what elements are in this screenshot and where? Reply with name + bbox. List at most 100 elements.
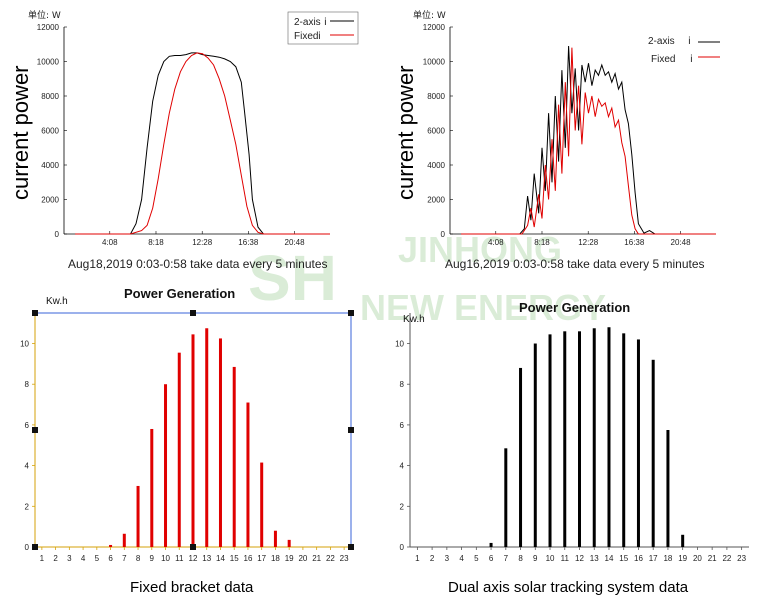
y-tick-label: 12000 (37, 23, 60, 32)
bar-8 (519, 367, 523, 547)
x-tick-label: 16 (244, 554, 253, 563)
x-tick-label: 19 (285, 554, 294, 563)
y-tick-label: 8000 (427, 92, 445, 101)
legend-box (287, 11, 359, 45)
x-tick-label: 20:48 (671, 238, 692, 247)
x-tick-label: 12 (575, 554, 584, 563)
x-tick-label: 22 (326, 554, 335, 563)
x-tick-label: 1 (415, 554, 420, 563)
x-tick-label: 5 (474, 554, 479, 563)
legend: 2-axis ⅰ Fixed ⅰ (648, 36, 720, 65)
x-tick-label: 12:28 (192, 238, 213, 247)
series-line-fixed (75, 52, 330, 235)
legend-marker-2axis: ⅰ (688, 36, 691, 47)
resize-handle (348, 310, 354, 316)
resize-handle (348, 544, 354, 550)
y-tick-label: 2 (400, 502, 405, 511)
bar-19 (681, 534, 685, 547)
x-tick-label: 19 (678, 554, 687, 563)
bar-8 (136, 485, 140, 547)
bar-19 (287, 539, 291, 547)
x-tick-label: 4:08 (102, 238, 118, 247)
x-tick-label: 10 (161, 554, 170, 563)
bar-12 (578, 331, 581, 547)
x-tick-label: 16:38 (624, 238, 645, 247)
x-tick-label: 16 (634, 554, 643, 563)
x-tick-label: 20 (693, 554, 702, 563)
x-tick-label: 4 (459, 554, 464, 563)
x-tick-label: 20 (298, 554, 307, 563)
x-tick-label: 18 (663, 554, 672, 563)
bar-15 (232, 366, 236, 547)
y-axis-label: current power (8, 65, 33, 200)
x-tick-label: 10 (546, 554, 555, 563)
watermark-line1: JINHONG (398, 229, 562, 270)
bar-13 (592, 328, 596, 547)
x-tick-label: 3 (67, 554, 72, 563)
unit-label: 单位: W (413, 9, 446, 21)
x-tick-label: 3 (445, 554, 450, 563)
x-tick-label: 6 (108, 554, 113, 563)
series-line-2axis (75, 52, 330, 235)
x-tick-label: 23 (340, 554, 349, 563)
x-tick-label: 4:08 (488, 238, 504, 247)
y-axis-unit: Kw.h (46, 296, 68, 307)
chart-top-left: 单位: W current power Aug18,2019 0:03-0:58… (8, 9, 359, 271)
x-tick-label: 8:18 (148, 238, 164, 247)
resize-handle (190, 310, 196, 316)
x-tick-label: 2 (53, 554, 58, 563)
bar-18 (273, 530, 277, 547)
bar-10 (548, 334, 552, 547)
y-tick-label: 4000 (41, 161, 59, 170)
x-tick-label: 18 (271, 554, 280, 563)
chart-caption: Fixed bracket data (130, 579, 254, 596)
chart-title: Power Generation (124, 286, 235, 301)
x-tick-label: 8 (136, 554, 141, 563)
legend-label-2axis: 2-axis (294, 17, 321, 28)
bar-16 (636, 339, 640, 547)
x-tick-label: 9 (533, 554, 538, 563)
chart-caption: Aug18,2019 0:03-0:58 take data every 5 m… (68, 257, 328, 271)
x-tick-label: 12:28 (578, 238, 599, 247)
series-line-2axis (461, 45, 716, 235)
x-tick-label: 8:18 (534, 238, 550, 247)
bar-15 (622, 333, 626, 547)
x-tick-label: 11 (561, 554, 570, 563)
x-tick-label: 11 (175, 554, 184, 563)
x-tick-label: 16:38 (238, 238, 259, 247)
y-tick-label: 2 (25, 502, 30, 511)
legend-label-fixed: Fixed (651, 54, 675, 65)
bar-6 (489, 542, 493, 547)
chart-top-right: 单位: W current power Aug16,2019 0:03-0:58… (393, 9, 720, 271)
x-tick-label: 4 (81, 554, 86, 563)
x-tick-label: 15 (619, 554, 628, 563)
y-tick-label: 2000 (41, 196, 59, 205)
bar-9 (150, 428, 154, 547)
resize-handle (190, 544, 196, 550)
y-tick-label: 10 (20, 340, 29, 349)
x-tick-label: 9 (150, 554, 155, 563)
legend-marker-fixed: ⅰ (690, 54, 693, 65)
y-tick-label: 6000 (427, 127, 445, 136)
legend-label-2axis: 2-axis (648, 36, 675, 47)
watermark-line2: NEW ENERGY (360, 287, 606, 328)
x-tick-label: 21 (312, 554, 321, 563)
watermark: SH JINHONG NEW ENERGY (248, 229, 606, 328)
x-tick-label: 12 (189, 554, 198, 563)
bar-13 (205, 328, 209, 547)
resize-handle (32, 544, 38, 550)
bar-7 (504, 448, 508, 547)
x-tick-label: 14 (605, 554, 614, 563)
bar-12 (191, 334, 195, 547)
y-tick-label: 8 (25, 380, 30, 389)
bar-10 (164, 384, 168, 547)
bar-11 (563, 331, 567, 547)
bar-9 (533, 343, 537, 547)
x-tick-label: 5 (95, 554, 100, 563)
y-tick-label: 4 (400, 462, 405, 471)
resize-handle (32, 310, 38, 316)
x-tick-label: 21 (708, 554, 717, 563)
y-tick-label: 0 (55, 230, 60, 239)
x-tick-label: 2 (430, 554, 435, 563)
